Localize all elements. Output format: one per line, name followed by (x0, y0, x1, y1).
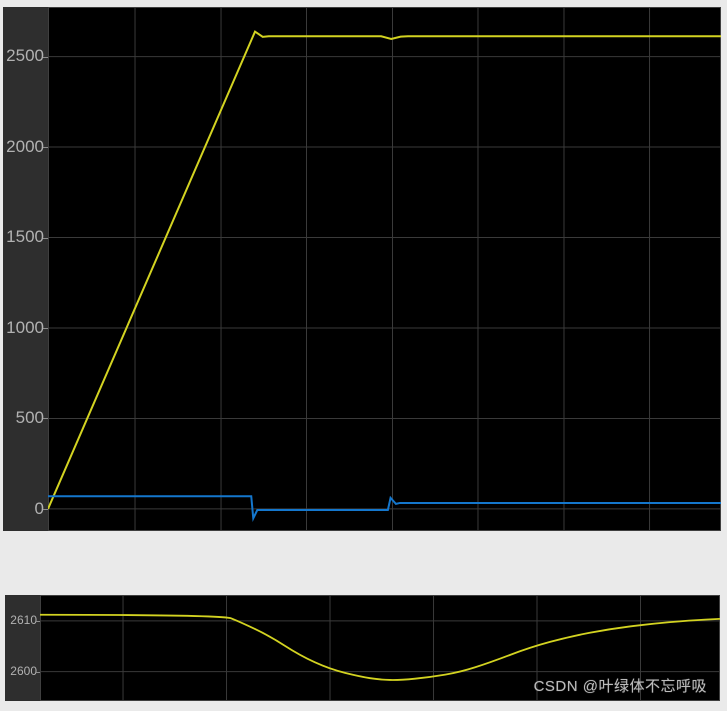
plot-border (48, 7, 721, 531)
y-tick-label-1000: 1000 (6, 317, 44, 337)
y-tick-mark (43, 56, 48, 58)
y-tick-label-2610: 2610 (10, 613, 37, 628)
top-chart-y-axis-panel: 0 500 1000 1500 2000 2500 (3, 7, 48, 531)
scope-main-canvas (48, 7, 721, 531)
y-tick-mark (43, 147, 48, 149)
y-tick-mark (35, 671, 40, 673)
top-chart-plot-area (48, 7, 721, 531)
y-tick-mark (43, 418, 48, 420)
plot-border (40, 595, 720, 701)
y-tick-label-2500: 2500 (6, 46, 44, 66)
scope-zoom-detail-canvas (40, 595, 720, 701)
csdn-watermark: CSDN @叶绿体不忘呼吸 (533, 678, 707, 695)
y-tick-mark (43, 327, 48, 329)
y-tick-label-1500: 1500 (6, 227, 44, 247)
bottom-chart-y-axis-panel: 2600 2610 (5, 595, 40, 701)
y-tick-label-2000: 2000 (6, 136, 44, 156)
y-tick-label-2600: 2600 (10, 663, 37, 678)
series-blue-signal-current (48, 495, 721, 523)
series-yellow-signal-speed-zoom (40, 613, 720, 681)
y-tick-mark (35, 620, 40, 622)
y-tick-mark (43, 508, 48, 510)
y-tick-label-0: 0 (34, 498, 44, 518)
series-yellow-signal-speed (48, 30, 721, 510)
bottom-chart-plot-area: CSDN @叶绿体不忘呼吸 (40, 595, 720, 701)
y-tick-label-500: 500 (15, 408, 44, 428)
y-tick-mark (43, 237, 48, 239)
